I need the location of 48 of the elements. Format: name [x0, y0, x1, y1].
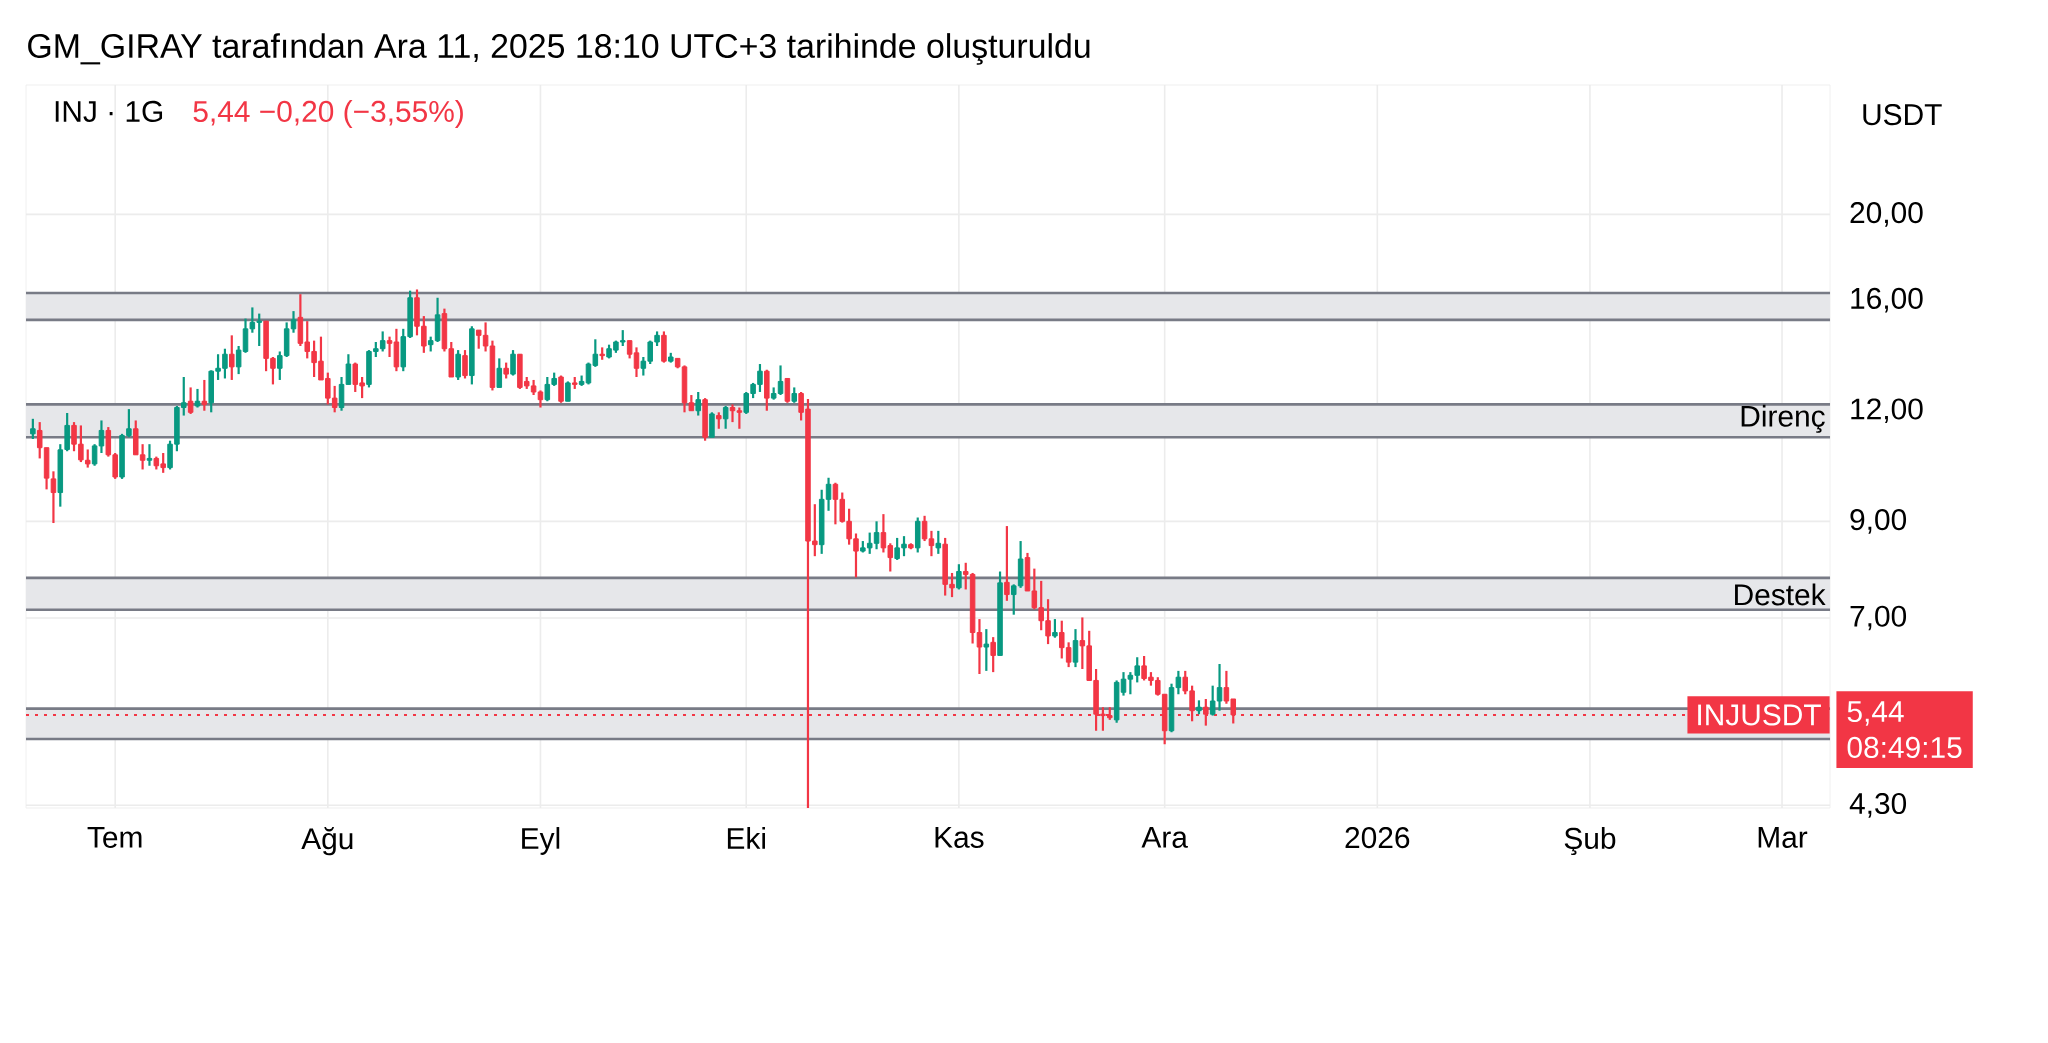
x-tick-label: Şub	[1564, 827, 1616, 856]
candlestick	[30, 417, 36, 441]
candlestick	[983, 628, 990, 672]
text: 5,44	[1847, 701, 1904, 726]
x-tick-label: Tem	[87, 827, 142, 848]
text: GM_GIRAY tarafından Ara 11, 2025 18:10 UTC+3 tarihinde oluşturuldu	[28, 33, 1090, 65]
x-tick-label: Eki	[727, 827, 765, 849]
text: 08:49:15	[1847, 736, 1962, 758]
candlestick	[1072, 628, 1079, 669]
candlestick	[956, 563, 962, 591]
ref-line-label: INJUSDT	[1698, 704, 1821, 726]
candlestick	[146, 443, 153, 467]
x-tick-label: Kas	[935, 827, 984, 848]
candlestick	[194, 387, 201, 409]
x-tick-label: Eyl	[522, 827, 560, 855]
candlestick	[455, 348, 461, 382]
candlestick	[990, 636, 996, 674]
chart-title: INJ · 1G	[55, 100, 163, 123]
candlestick	[784, 377, 791, 404]
candlestick	[201, 378, 208, 412]
y-tick-label: 9,00	[1850, 508, 1907, 534]
candlestick	[1052, 617, 1058, 639]
y-tick-label: 12,00	[1851, 398, 1923, 424]
candlestick	[928, 529, 935, 558]
band-label: Destek	[1735, 583, 1826, 606]
candlestick	[229, 334, 235, 382]
x-tick-label: Mar	[1758, 827, 1808, 848]
candlestick	[462, 348, 468, 380]
y-tick-label: 4,30	[1849, 792, 1907, 818]
candlestick	[722, 404, 729, 430]
y-tick-label: 20,00	[1850, 202, 1923, 227]
band-label: Direnç	[1741, 404, 1825, 433]
candlestick	[709, 411, 715, 439]
x-tick-label: 2026	[1345, 827, 1410, 849]
candlestick	[565, 380, 571, 403]
candlestick	[935, 529, 942, 555]
candlestick	[510, 348, 516, 377]
x-tick-label: Ara	[1141, 827, 1188, 848]
y-tick-label: 16,00	[1851, 287, 1923, 313]
x-tick-label: Ağu	[301, 827, 353, 856]
candlestick	[187, 386, 194, 416]
chart-subtitle: 5,44 −0,20 (−3,55%)	[193, 100, 463, 128]
candlestick	[1004, 524, 1010, 602]
y-axis-title: USDT	[1863, 104, 1942, 126]
y-tick-label: 7,00	[1850, 605, 1907, 631]
candlestick	[496, 357, 503, 389]
candlestick	[695, 390, 701, 417]
candlestick	[50, 470, 57, 525]
